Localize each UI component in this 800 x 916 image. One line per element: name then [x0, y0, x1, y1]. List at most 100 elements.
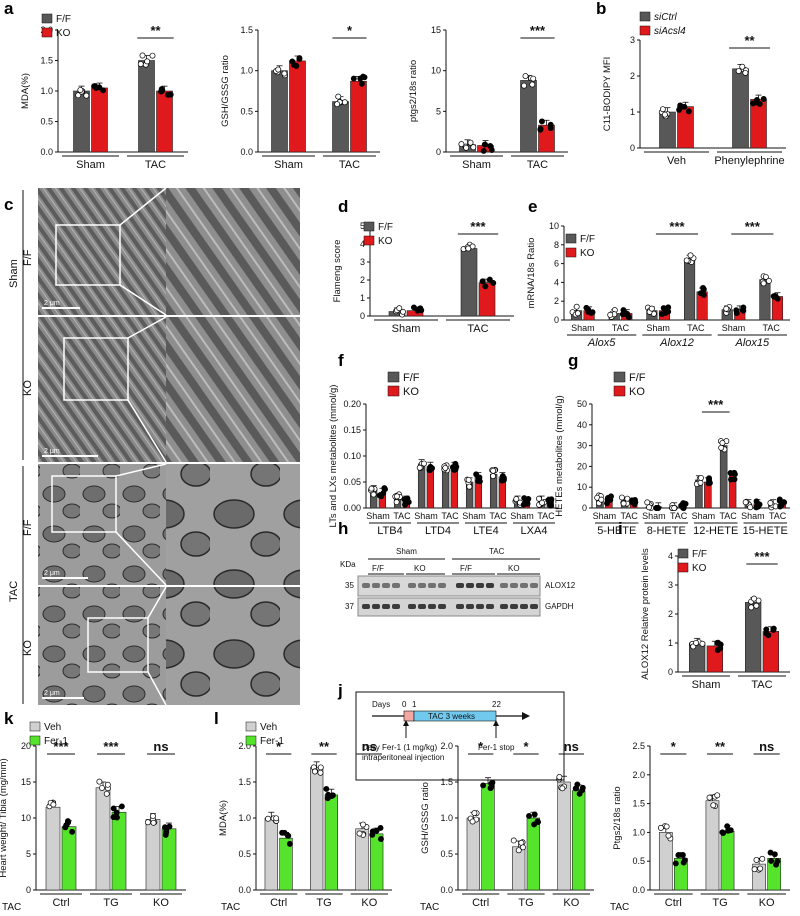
- blot-band-alox12: [428, 583, 436, 588]
- data-point: [525, 495, 532, 502]
- sig-label: ns: [759, 739, 774, 754]
- data-point: [768, 858, 775, 864]
- y-axis-label: GSH/GSSG ratio: [420, 782, 431, 854]
- sig-label: ***: [530, 23, 546, 38]
- data-point: [165, 91, 171, 98]
- data-point: [632, 496, 638, 503]
- blot-sham-label: Sham: [396, 547, 417, 556]
- blot-band-alox12: [466, 583, 474, 588]
- y-axis-label: ptgs2/18s ratio: [408, 60, 419, 122]
- data-point: [376, 492, 383, 499]
- data-point: [356, 830, 363, 837]
- data-point: [777, 503, 784, 510]
- data-point: [452, 460, 459, 467]
- y-axis-label: mRNA/18s Ratio: [526, 238, 537, 309]
- panel-letter-b: b: [596, 0, 606, 18]
- y-tick-label: 0.0: [440, 885, 453, 895]
- blot-band-alox12: [438, 583, 446, 588]
- data-point: [99, 784, 105, 791]
- data-point: [718, 444, 725, 451]
- data-point: [700, 284, 706, 291]
- y-tick-label: 1.5: [40, 56, 53, 66]
- data-point: [325, 791, 332, 798]
- group-label: TAC: [527, 159, 548, 171]
- blot-lane-ff-2: F/F: [460, 564, 472, 573]
- y-tick-label: 5: [360, 221, 365, 231]
- group-label: 15-HETE: [743, 525, 788, 537]
- y-tick-label: 0: [582, 503, 587, 513]
- bar: [350, 80, 367, 153]
- data-point: [765, 632, 772, 639]
- em-sham-ko: [38, 317, 166, 462]
- y-tick-label: 8: [554, 240, 559, 250]
- data-point: [699, 640, 706, 647]
- data-point: [727, 827, 734, 834]
- scale-bar-label-1: 2 μm: [44, 300, 60, 307]
- bar: [289, 60, 306, 153]
- y-tick-label: 2.0: [632, 770, 645, 780]
- sig-label: *: [523, 739, 529, 754]
- data-point: [489, 779, 496, 786]
- group-label: 8-HETE: [647, 525, 686, 537]
- bar: [324, 794, 338, 891]
- blot-lane-ko-2: KO: [508, 564, 520, 573]
- data-point: [103, 790, 110, 797]
- blot-band-gapdh: [486, 604, 494, 609]
- data-point: [467, 139, 474, 146]
- group-label: TG: [316, 897, 331, 909]
- em-tac-ff: [38, 464, 166, 585]
- sub-group-label: Sham: [462, 511, 486, 521]
- group-label: Ctrl: [665, 897, 682, 909]
- panel-letter-j: j: [337, 681, 343, 700]
- blot-band-alox12: [500, 583, 508, 588]
- data-point: [760, 96, 767, 102]
- data-point: [723, 305, 730, 312]
- group-label: LTB4: [377, 525, 402, 537]
- blot-marker-37: 37: [345, 602, 354, 611]
- panel-letter-i: i: [618, 519, 623, 538]
- data-point: [323, 785, 330, 792]
- y-tick-label: 10: [431, 66, 441, 76]
- data-point: [539, 118, 545, 125]
- group-label: 5-HETE: [597, 525, 636, 537]
- data-point: [473, 471, 480, 478]
- blot-band-alox12: [520, 583, 528, 588]
- sub-group-label: Sham: [366, 511, 390, 521]
- group-label: TAC: [339, 159, 360, 171]
- data-point: [402, 500, 409, 507]
- data-point: [499, 477, 506, 484]
- data-point: [681, 857, 688, 864]
- data-point: [149, 52, 156, 59]
- k-tac-label: TAC: [2, 902, 21, 913]
- data-point: [763, 626, 770, 633]
- y-tick-label: 1.0: [40, 86, 53, 96]
- data-point: [149, 813, 156, 819]
- blot-band-alox12: [392, 583, 400, 588]
- legend-b-sictrl: siCtrl: [654, 12, 678, 23]
- data-point: [573, 303, 580, 310]
- sub-group-label: Sham: [741, 511, 765, 521]
- y-tick-label: 10: [577, 482, 587, 492]
- data-point: [393, 499, 400, 506]
- y-tick-label: 10: [21, 813, 31, 823]
- data-point: [465, 476, 472, 483]
- panel-letter-f: f: [338, 351, 344, 370]
- data-point: [530, 75, 537, 82]
- data-point: [480, 782, 487, 789]
- group-label: KO: [563, 897, 579, 909]
- data-point: [607, 311, 614, 318]
- sig-label: **: [715, 739, 726, 754]
- blot-band-gapdh: [438, 604, 446, 609]
- sub-group-label: TAC: [537, 511, 555, 521]
- data-point: [466, 483, 473, 490]
- blot-band-alox12: [530, 583, 538, 588]
- sub-group-label: TAC: [620, 511, 638, 521]
- y-tick-label: 0.5: [238, 849, 251, 859]
- data-point: [396, 305, 403, 312]
- data-point: [285, 832, 292, 839]
- panel-letter-e: e: [528, 197, 537, 216]
- y-tick-label: 0.5: [440, 849, 453, 859]
- bar: [460, 248, 478, 317]
- legend-f-ko: KO: [403, 386, 419, 398]
